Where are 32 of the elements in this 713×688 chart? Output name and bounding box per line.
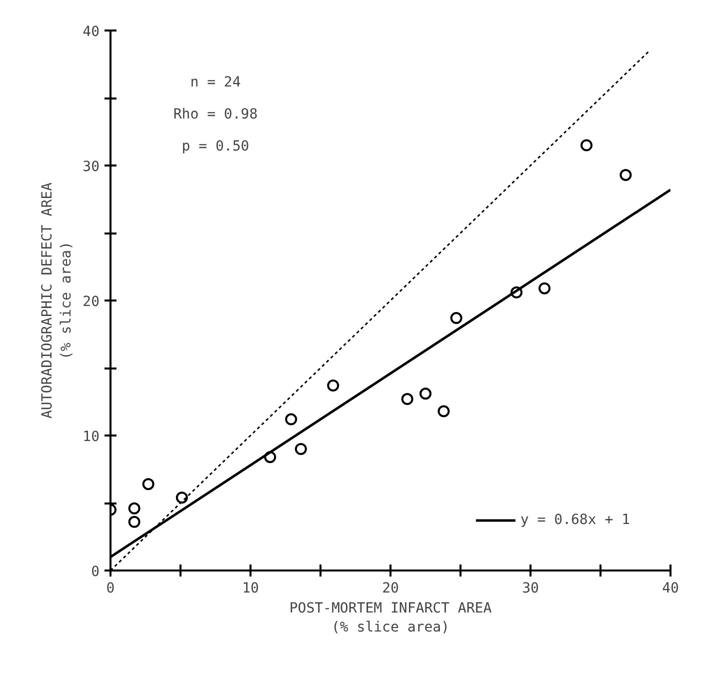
point xyxy=(285,413,298,426)
y-tick-label: 10 xyxy=(82,429,100,445)
annotation: p = 0.50 xyxy=(182,138,250,154)
y-axis-title: AUTORADIOGRAPHIC DEFECT AREA (% slice area) xyxy=(39,182,75,418)
annotation: n = 24 xyxy=(190,74,241,90)
point xyxy=(128,516,140,528)
annotation: Rho = 0.98 xyxy=(173,106,258,122)
x-tick-label: 20 xyxy=(382,580,399,596)
y-tick-label: 30 xyxy=(82,159,100,175)
point xyxy=(142,478,154,490)
point xyxy=(401,393,414,406)
legend-label: y = 0.68x + 1 xyxy=(520,512,630,528)
y-tick-label: 20 xyxy=(82,294,100,310)
point xyxy=(264,451,276,464)
point xyxy=(438,405,450,418)
x-axis-title: POST-MORTEM INFARCT AREA (% slice area) xyxy=(289,600,492,636)
y-tick-label: 40 xyxy=(82,24,100,40)
point xyxy=(176,492,188,504)
x-tick-label: 10 xyxy=(242,580,259,596)
point xyxy=(510,286,522,298)
point xyxy=(450,312,462,324)
point xyxy=(538,282,550,294)
point xyxy=(420,388,432,400)
point xyxy=(128,502,140,514)
x-tick-label: 40 xyxy=(662,580,679,596)
point xyxy=(294,443,307,455)
x-tick-label: 30 xyxy=(522,580,539,596)
point xyxy=(327,380,340,392)
point xyxy=(580,139,592,152)
x-tick-label: 0 xyxy=(106,580,115,596)
y-tick-label: 0 xyxy=(91,564,100,580)
point xyxy=(620,168,632,181)
